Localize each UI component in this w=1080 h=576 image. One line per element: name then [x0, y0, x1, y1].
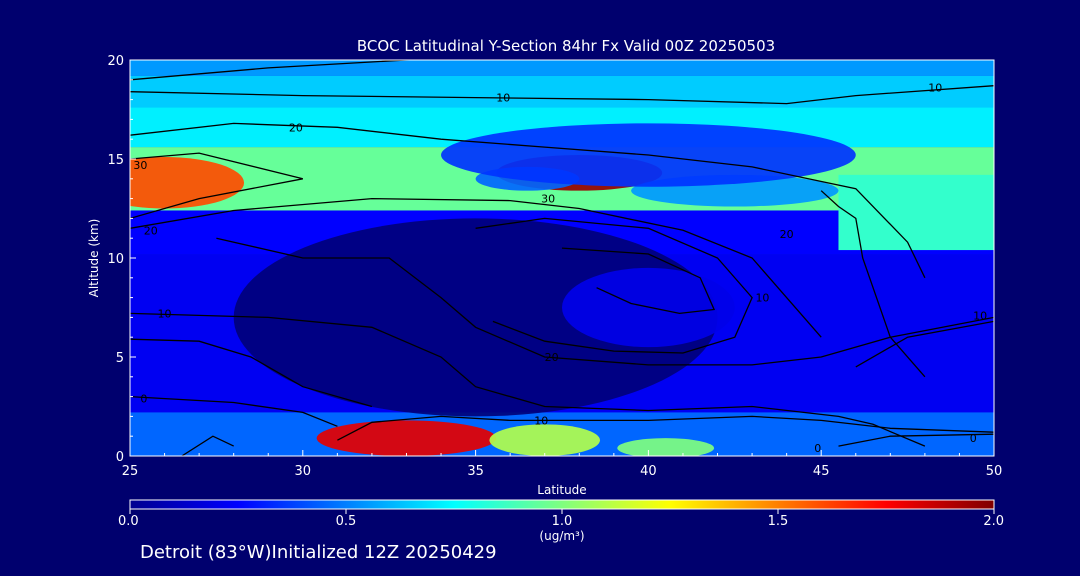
footer-info: Detroit (83°W)Initialized 12Z 20250429: [140, 542, 497, 563]
contour-label-1: 10: [928, 82, 942, 95]
contour-line-1: [130, 85, 994, 105]
colorbar-tick-label-4: 2.0: [983, 514, 1004, 529]
field-blob-7: [617, 438, 715, 456]
contour-labels: 10 10 20 30 20 30 20 10 10 0 20 10 0 0 10: [133, 82, 987, 455]
colorbar-bar: [129, 499, 995, 510]
contour-line-11: [130, 395, 338, 427]
contour-line-15: [855, 320, 994, 368]
x-axis-ticks: 25 30 35 40 45 50: [122, 450, 1003, 479]
x-tick-label-0: 25: [122, 464, 139, 479]
contour-label-4: 20: [144, 224, 158, 237]
contour-label-8: 10: [158, 307, 172, 320]
y-axis-label: Altitude (km): [87, 219, 101, 298]
y-tick-label-4: 20: [107, 54, 124, 69]
x-axis-label: Latitude: [537, 483, 586, 497]
field-blob-6: [489, 424, 601, 456]
field-blob-8: [233, 218, 718, 417]
contour-line-14: [838, 433, 994, 447]
y-axis-ticks: 0 5 10 15 20: [107, 54, 136, 465]
contour-line-0: [130, 60, 424, 81]
contour-lines: [130, 60, 994, 456]
colorbar-tick-label-0: 0.0: [118, 514, 139, 529]
contour-line-7: [561, 247, 716, 315]
colorbar-units: (ug/m³): [539, 529, 584, 543]
plot-area: 10 10 20 30 20 30 20 10 10 0 20 10 0 0 10: [130, 60, 994, 456]
contour-label-3: 30: [133, 159, 147, 172]
contour-line-3: [130, 152, 303, 220]
y-tick-label-1: 5: [116, 351, 124, 366]
contour-line-13: [181, 435, 234, 456]
contour-label-9: 0: [140, 393, 147, 406]
y-tick-label-3: 15: [107, 153, 124, 168]
colorbar-tick-label-2: 1.0: [552, 514, 573, 529]
contour-line-8: [216, 237, 994, 366]
contour-line-6: [475, 217, 753, 354]
colorbar-tick-label-1: 0.5: [336, 514, 357, 529]
field-band-east: [838, 174, 994, 251]
contour-label-7: 10: [755, 292, 769, 305]
x-tick-label-1: 30: [295, 464, 312, 479]
x-tick-label-4: 45: [813, 464, 830, 479]
contour-line-2: [130, 122, 926, 279]
field-blob-5: [316, 420, 497, 456]
contour-line-10: [130, 338, 373, 408]
x-tick-label-2: 35: [467, 464, 484, 479]
contour-label-14: 10: [973, 309, 987, 322]
colorbar-tick-label-3: 1.5: [768, 514, 789, 529]
contour-label-0: 10: [496, 92, 510, 105]
chart-title: BCOC Latitudinal Y-Section 84hr Fx Valid…: [357, 37, 775, 55]
contour-label-12: 0: [814, 442, 821, 455]
colorbar: 0.0 0.5 1.0 1.5 2.0 (ug/m³): [118, 499, 1004, 543]
y-tick-label-0: 0: [116, 450, 124, 465]
x-tick-label-5: 50: [986, 464, 1003, 479]
contour-label-10: 20: [545, 351, 559, 364]
contour-label-2: 20: [289, 121, 303, 134]
field-band-0: [130, 60, 994, 76]
contour-label-5: 30: [541, 193, 555, 206]
contour-label-13: 0: [970, 432, 977, 445]
contour-label-6: 20: [780, 228, 794, 241]
contour-line-12: [337, 415, 994, 441]
contour-label-11: 10: [534, 414, 548, 427]
field-band-1: [130, 75, 994, 108]
y-tick-label-2: 10: [107, 252, 124, 267]
contour-line-9: [130, 312, 926, 447]
x-tick-label-3: 40: [640, 464, 657, 479]
contour-line-4: [130, 197, 822, 338]
colorbar-ticks: 0.0 0.5 1.0 1.5 2.0: [118, 509, 1004, 529]
